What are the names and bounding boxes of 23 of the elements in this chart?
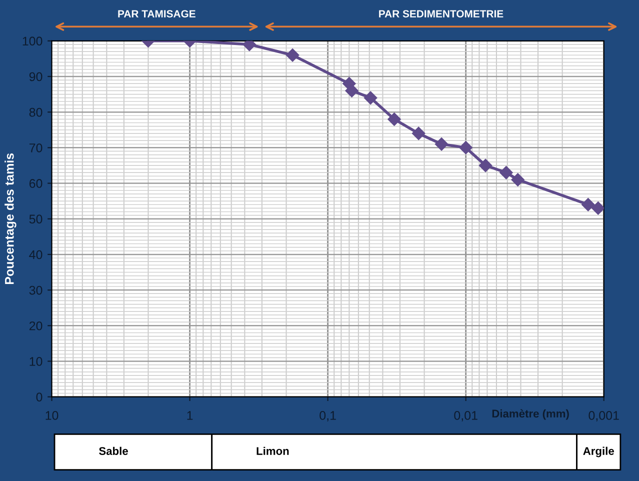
y-tick-label: 80 bbox=[29, 108, 42, 117]
text: PAR SEDIMENTOMETRIE bbox=[379, 10, 504, 18]
x-tick-label: 1 bbox=[187, 411, 193, 420]
x-tick-label: 0,01 bbox=[454, 411, 478, 422]
y-tick-label: 90 bbox=[29, 72, 42, 82]
y-tick-label: 50 bbox=[29, 214, 42, 224]
y-tick-label: 70 bbox=[29, 143, 42, 152]
y-tick-label: 60 bbox=[29, 179, 42, 188]
text: Argile bbox=[583, 446, 614, 458]
y-tick-label: 20 bbox=[29, 321, 42, 330]
y-tick-label: 100 bbox=[22, 36, 42, 46]
x-tick-label: 10 bbox=[46, 411, 58, 420]
y-tick-label: 0 bbox=[36, 392, 42, 402]
x-tick-label: 0,1 bbox=[320, 411, 336, 422]
text: Sable bbox=[99, 446, 128, 455]
y-tick-label: 10 bbox=[30, 357, 42, 366]
x-tick-label: 0,001 bbox=[588, 411, 619, 422]
text: Limon bbox=[256, 446, 289, 455]
text: PAR TAMISAGE bbox=[118, 10, 196, 18]
x-axis-title: Diamètre (mm) bbox=[492, 409, 569, 420]
y-axis-title: Poucentage des tamis bbox=[4, 153, 16, 284]
y-tick-label: 40 bbox=[29, 250, 42, 260]
y-tick-label: 30 bbox=[29, 286, 42, 295]
